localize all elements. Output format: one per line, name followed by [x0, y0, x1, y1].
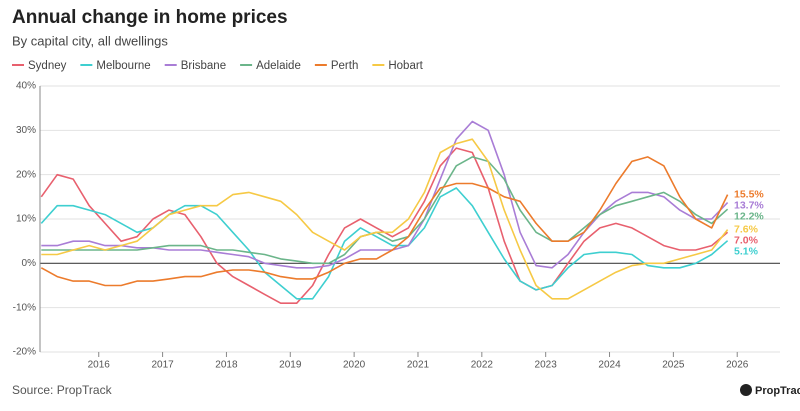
- value-label: 7.6%: [734, 223, 759, 235]
- series-line: [41, 138, 729, 300]
- legend-label: Adelaide: [256, 60, 301, 72]
- x-tick-label: 2022: [471, 360, 494, 371]
- x-tick-label: 2026: [726, 360, 749, 371]
- y-tick-label: 0%: [22, 258, 37, 269]
- x-tick-label: 2016: [88, 360, 111, 371]
- y-tick-label: 20%: [16, 169, 36, 180]
- x-tick-label: 2018: [215, 360, 238, 371]
- source: Source: PropTrack: [12, 383, 113, 397]
- x-tick-label: 2023: [535, 360, 558, 371]
- value-label: 13.7%: [734, 199, 764, 211]
- legend-label: Brisbane: [181, 60, 226, 72]
- chart-subtitle: By capital city, all dwellings: [12, 33, 168, 48]
- legend-label: Perth: [331, 60, 359, 72]
- y-tick-label: -20%: [13, 347, 36, 358]
- series-line: [40, 156, 729, 287]
- x-tick-label: 2025: [662, 360, 685, 371]
- x-tick-label: 2017: [151, 360, 174, 371]
- x-tick-label: 2024: [598, 360, 621, 371]
- brand-logo: [740, 384, 752, 396]
- series-line: [40, 187, 729, 300]
- y-tick-label: 40%: [16, 81, 36, 92]
- value-label: 7.0%: [734, 234, 759, 246]
- legend-label: Melbourne: [96, 60, 150, 72]
- value-label: 15.5%: [734, 188, 764, 200]
- x-tick-label: 2020: [343, 360, 366, 371]
- legend-label: Sydney: [28, 60, 67, 72]
- value-label: 12.2%: [734, 210, 764, 222]
- series-line: [41, 156, 729, 265]
- x-tick-label: 2021: [407, 360, 430, 371]
- brand: PropTrack: [755, 385, 800, 397]
- y-tick-label: 30%: [16, 125, 36, 136]
- legend-label: Hobart: [388, 60, 423, 72]
- x-tick-label: 2019: [279, 360, 302, 371]
- value-label: 5.1%: [734, 245, 759, 257]
- y-tick-label: 10%: [16, 214, 36, 225]
- y-tick-label: -10%: [13, 302, 36, 313]
- series-line: [41, 120, 729, 269]
- chart-title: Annual change in home prices: [12, 7, 288, 28]
